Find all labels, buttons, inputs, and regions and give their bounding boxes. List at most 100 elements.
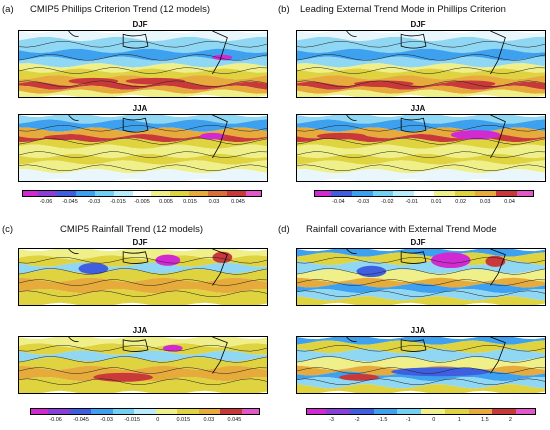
australia-coastline (400, 339, 427, 352)
colorbar-swatch (38, 191, 57, 196)
colorbar (314, 190, 534, 197)
australia-coastline (400, 33, 427, 49)
contour-line (19, 80, 267, 87)
colorbar-tick-label: 1.5 (481, 417, 489, 423)
map-jja (296, 114, 546, 182)
colorbar-swatch (155, 409, 178, 414)
colorbar-swatch (113, 191, 133, 196)
colorbar-tick-label: 0 (432, 417, 436, 423)
colorbar-tick-label: 0.005 (159, 199, 173, 205)
panel-label: (d) (278, 224, 290, 235)
season-label: JJA (410, 326, 426, 335)
field-band (19, 377, 267, 393)
australia-coastline (122, 339, 149, 352)
field-band (19, 277, 267, 294)
colorbar-tick-label: -0.01 (405, 199, 419, 205)
panel-title: Rainfall covariance with External Trend … (306, 224, 497, 235)
season-label: DJF (410, 238, 426, 247)
season-label: DJF (132, 238, 148, 247)
panel-title: CMIP5 Rainfall Trend (12 models) (60, 224, 204, 235)
field-extremum (450, 130, 501, 140)
colorbar (22, 190, 262, 197)
field-band (19, 31, 267, 42)
map-field (297, 249, 545, 305)
colorbar-swatch (31, 409, 49, 414)
colorbar-tick-label: -1.5 (377, 417, 388, 423)
colorbar (306, 408, 536, 415)
contour-line (19, 378, 267, 385)
field-band (19, 127, 267, 139)
africa-coastline (346, 249, 357, 255)
field-extremum (354, 80, 414, 88)
colorbar-swatch (315, 191, 332, 196)
colorbar-swatch (492, 409, 516, 414)
panel-label: (a) (2, 4, 14, 15)
africa-coastline (346, 337, 357, 343)
australia-coastline (122, 251, 149, 264)
colorbar-tick-label: 2 (508, 417, 512, 423)
colorbar-swatch (227, 191, 246, 196)
field-extremum (339, 373, 379, 381)
field-band (297, 357, 545, 370)
field-extremum (430, 252, 471, 269)
season-label: JJA (132, 104, 148, 113)
field-extremum (200, 132, 225, 140)
colorbar-swatch (516, 409, 535, 414)
contour-line (19, 268, 267, 275)
contour-line (19, 279, 267, 286)
field-extremum (93, 372, 153, 382)
colorbar-swatch (352, 191, 373, 196)
field-band (19, 255, 267, 267)
colorbar-tick-label: 1 (457, 417, 461, 423)
field-band (19, 85, 267, 94)
contour-line (19, 138, 267, 145)
colorbar-swatch (170, 191, 190, 196)
contour-line (19, 164, 267, 171)
colorbar-swatch (241, 409, 260, 414)
panel-label: (b) (278, 4, 290, 15)
field-band (19, 337, 267, 348)
colorbar-tick-label: 0.015 (176, 417, 191, 423)
field-extremum (212, 54, 233, 61)
contour-line (19, 356, 267, 363)
field-extremum (356, 265, 387, 277)
contour-line (297, 367, 545, 374)
map-field (19, 31, 267, 97)
colorbar-swatch (516, 191, 533, 196)
field-band (19, 81, 267, 90)
field-extremum (162, 344, 183, 352)
map-field (19, 337, 267, 393)
field-band (19, 153, 267, 165)
colorbar-swatch (331, 191, 353, 196)
south-america-coastline (212, 115, 228, 159)
colorbar-swatch (307, 409, 326, 414)
colorbar-swatch (373, 409, 398, 414)
australia-coastline (122, 33, 149, 49)
field-band (297, 289, 545, 301)
colorbar-swatch (48, 409, 70, 414)
colorbar-tick-label: 0.045 (227, 417, 242, 423)
field-band (19, 169, 267, 181)
field-band (297, 89, 545, 97)
africa-coastline (346, 115, 357, 121)
colorbar-tick-label: -3 (329, 417, 334, 423)
contour-line (297, 138, 545, 145)
south-america-coastline (490, 249, 506, 286)
field-band (19, 365, 267, 382)
panel-title: CMIP5 Phillips Criterion Trend (12 model… (30, 4, 211, 15)
colorbar-swatch (434, 191, 455, 196)
colorbar-swatch (349, 409, 374, 414)
field-band (19, 343, 267, 355)
contour-line (19, 54, 267, 61)
field-band (297, 269, 545, 282)
field-extremum (43, 134, 84, 141)
field-band (297, 337, 545, 345)
map-field (19, 115, 267, 181)
colorbar-tick-label: -0.005 (134, 199, 150, 205)
colorbar-tick-label: 0.015 (183, 199, 197, 205)
south-america-coastline (212, 249, 228, 286)
contour-line (297, 151, 545, 158)
colorbar-swatch (189, 191, 209, 196)
map-field (297, 31, 545, 97)
colorbar-tick-label: 0.03 (203, 417, 215, 423)
